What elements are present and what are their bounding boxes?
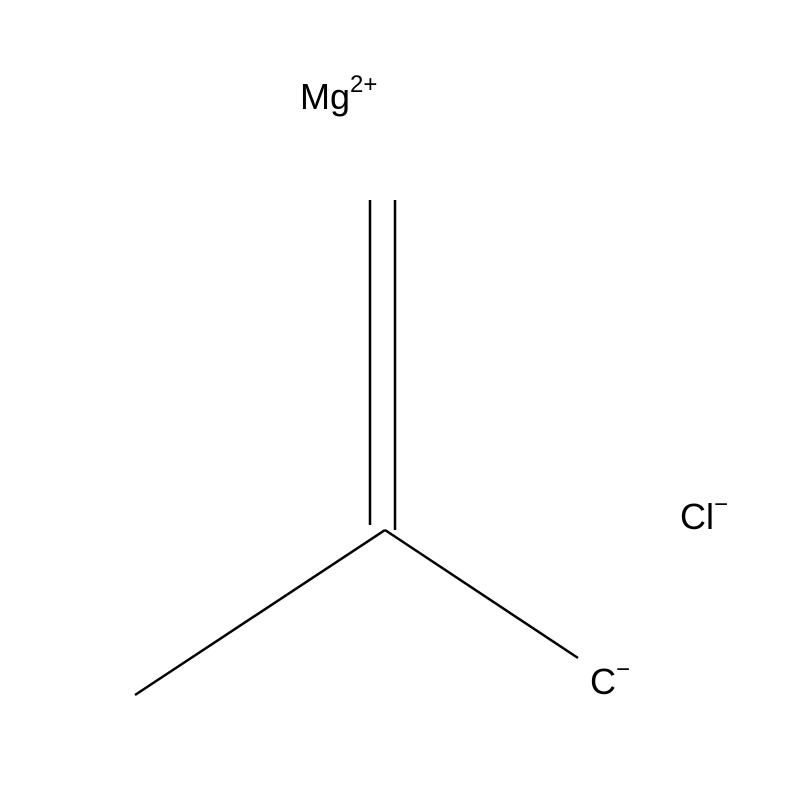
molecule-diagram	[0, 0, 800, 800]
magnesium-element: Mg	[300, 76, 350, 117]
single-bond-right	[385, 530, 578, 658]
single-bond-left	[135, 530, 385, 695]
carbanion-charge: −	[616, 656, 630, 683]
carbanion-element: C	[590, 661, 616, 702]
magnesium-charge: 2+	[350, 71, 377, 98]
carbanion-label: C−	[590, 660, 630, 703]
chloride-label: Cl−	[680, 495, 728, 538]
chloride-charge: −	[714, 491, 728, 518]
chloride-element: Cl	[680, 496, 714, 537]
magnesium-label: Mg2+	[300, 75, 377, 118]
